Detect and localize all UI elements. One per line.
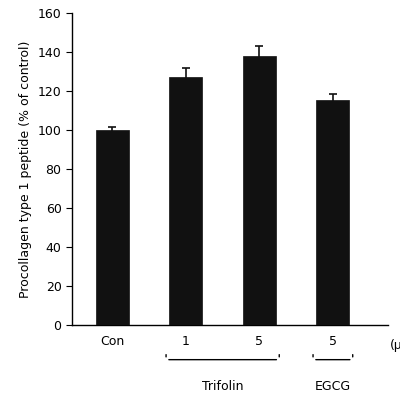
Y-axis label: Procollagen type 1 peptide (% of control): Procollagen type 1 peptide (% of control… (19, 40, 32, 298)
Text: EGCG: EGCG (315, 380, 351, 393)
Bar (169, 77, 202, 325)
Text: (μM): (μM) (390, 339, 400, 352)
Bar (243, 56, 276, 325)
Bar (96, 130, 129, 325)
Text: Trifolin: Trifolin (202, 380, 244, 393)
Bar (316, 100, 350, 325)
